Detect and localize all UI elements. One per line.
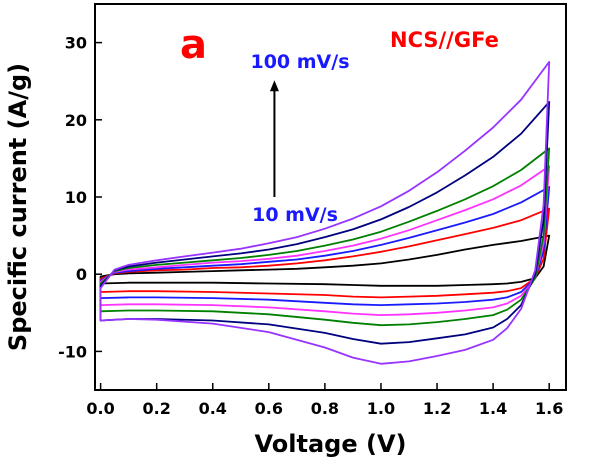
x-tick-label: 0.0 bbox=[86, 399, 114, 418]
x-tick-label: 0.4 bbox=[199, 399, 227, 418]
y-tick-label: 30 bbox=[65, 34, 87, 53]
x-tick-label: 0.2 bbox=[143, 399, 171, 418]
x-tick-label: 0.8 bbox=[311, 399, 339, 418]
x-tick-label: 1.2 bbox=[423, 399, 451, 418]
cv-curves bbox=[99, 61, 551, 365]
rate-label-bottom: 10 mV/s bbox=[252, 204, 338, 226]
cv-curve-3 bbox=[99, 186, 551, 306]
y-tick-label: -10 bbox=[58, 342, 87, 361]
x-tick-label: 1.6 bbox=[535, 399, 563, 418]
x-tick-label: 1.0 bbox=[367, 399, 395, 418]
rate-label-top: 100 mV/s bbox=[250, 51, 349, 73]
y-tick-label: 0 bbox=[76, 265, 87, 284]
y-tick-label: 20 bbox=[65, 111, 87, 130]
cv-curve-4 bbox=[99, 165, 551, 316]
cv-curve-7 bbox=[99, 61, 551, 365]
x-axis-title: Voltage (V) bbox=[255, 430, 407, 458]
cv-curve-5 bbox=[99, 147, 551, 327]
x-tick-label: 1.4 bbox=[479, 399, 507, 418]
cv-curve-2 bbox=[99, 207, 551, 299]
cv-curve-6 bbox=[99, 101, 551, 345]
cv-curve-1 bbox=[99, 234, 551, 287]
panel-label: a bbox=[180, 22, 207, 68]
x-tick-label: 0.6 bbox=[255, 399, 283, 418]
sample-label: NCS//GFe bbox=[390, 28, 499, 52]
y-tick-label: 10 bbox=[65, 188, 87, 207]
scan-rate-arrow-head bbox=[269, 80, 279, 92]
y-axis-title: Specific current (A/g) bbox=[4, 63, 32, 351]
axis-ticks: 0.0 0.2 0.4 0.6 0.8 1.0 1.2 1.4 1.6 -10 0 10 20 30 bbox=[58, 34, 563, 418]
